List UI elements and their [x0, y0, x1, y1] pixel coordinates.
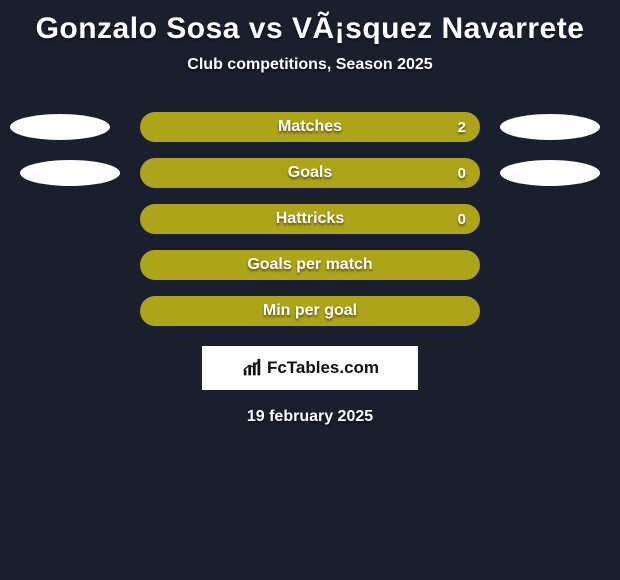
stat-rows: Matches2Goals0Hattricks0Goals per matchM… [0, 104, 620, 334]
brand-text: FcTables.com [267, 358, 379, 378]
subtitle: Club competitions, Season 2025 [0, 56, 620, 104]
stat-bar: Min per goal [140, 296, 480, 326]
page-title: Gonzalo Sosa vs VÃ¡squez Navarrete [0, 8, 620, 56]
stat-bar: Hattricks0 [140, 204, 480, 234]
right-marker-ellipse [500, 160, 600, 186]
right-marker-ellipse [500, 114, 600, 140]
stat-bar: Goals per match [140, 250, 480, 280]
stat-label: Min per goal [140, 296, 480, 326]
stat-bar: Matches2 [140, 112, 480, 142]
stat-row: Goals0 [0, 150, 620, 196]
stat-bar: Goals0 [140, 158, 480, 188]
bar-chart-icon [241, 357, 263, 379]
left-marker-ellipse [10, 114, 110, 140]
stat-label: Goals [140, 158, 480, 188]
stat-row: Goals per match [0, 242, 620, 288]
left-marker-ellipse [20, 160, 120, 186]
date-text: 19 february 2025 [0, 408, 620, 426]
stat-label: Goals per match [140, 250, 480, 280]
stat-row: Hattricks0 [0, 196, 620, 242]
brand-badge: FcTables.com [202, 346, 418, 390]
stats-comparison-card: Gonzalo Sosa vs VÃ¡squez Navarrete Club … [0, 0, 620, 426]
stat-value-right: 2 [458, 112, 466, 142]
stat-row: Matches2 [0, 104, 620, 150]
stat-value-right: 0 [458, 158, 466, 188]
stat-row: Min per goal [0, 288, 620, 334]
stat-value-right: 0 [458, 204, 466, 234]
stat-label: Matches [140, 112, 480, 142]
stat-label: Hattricks [140, 204, 480, 234]
